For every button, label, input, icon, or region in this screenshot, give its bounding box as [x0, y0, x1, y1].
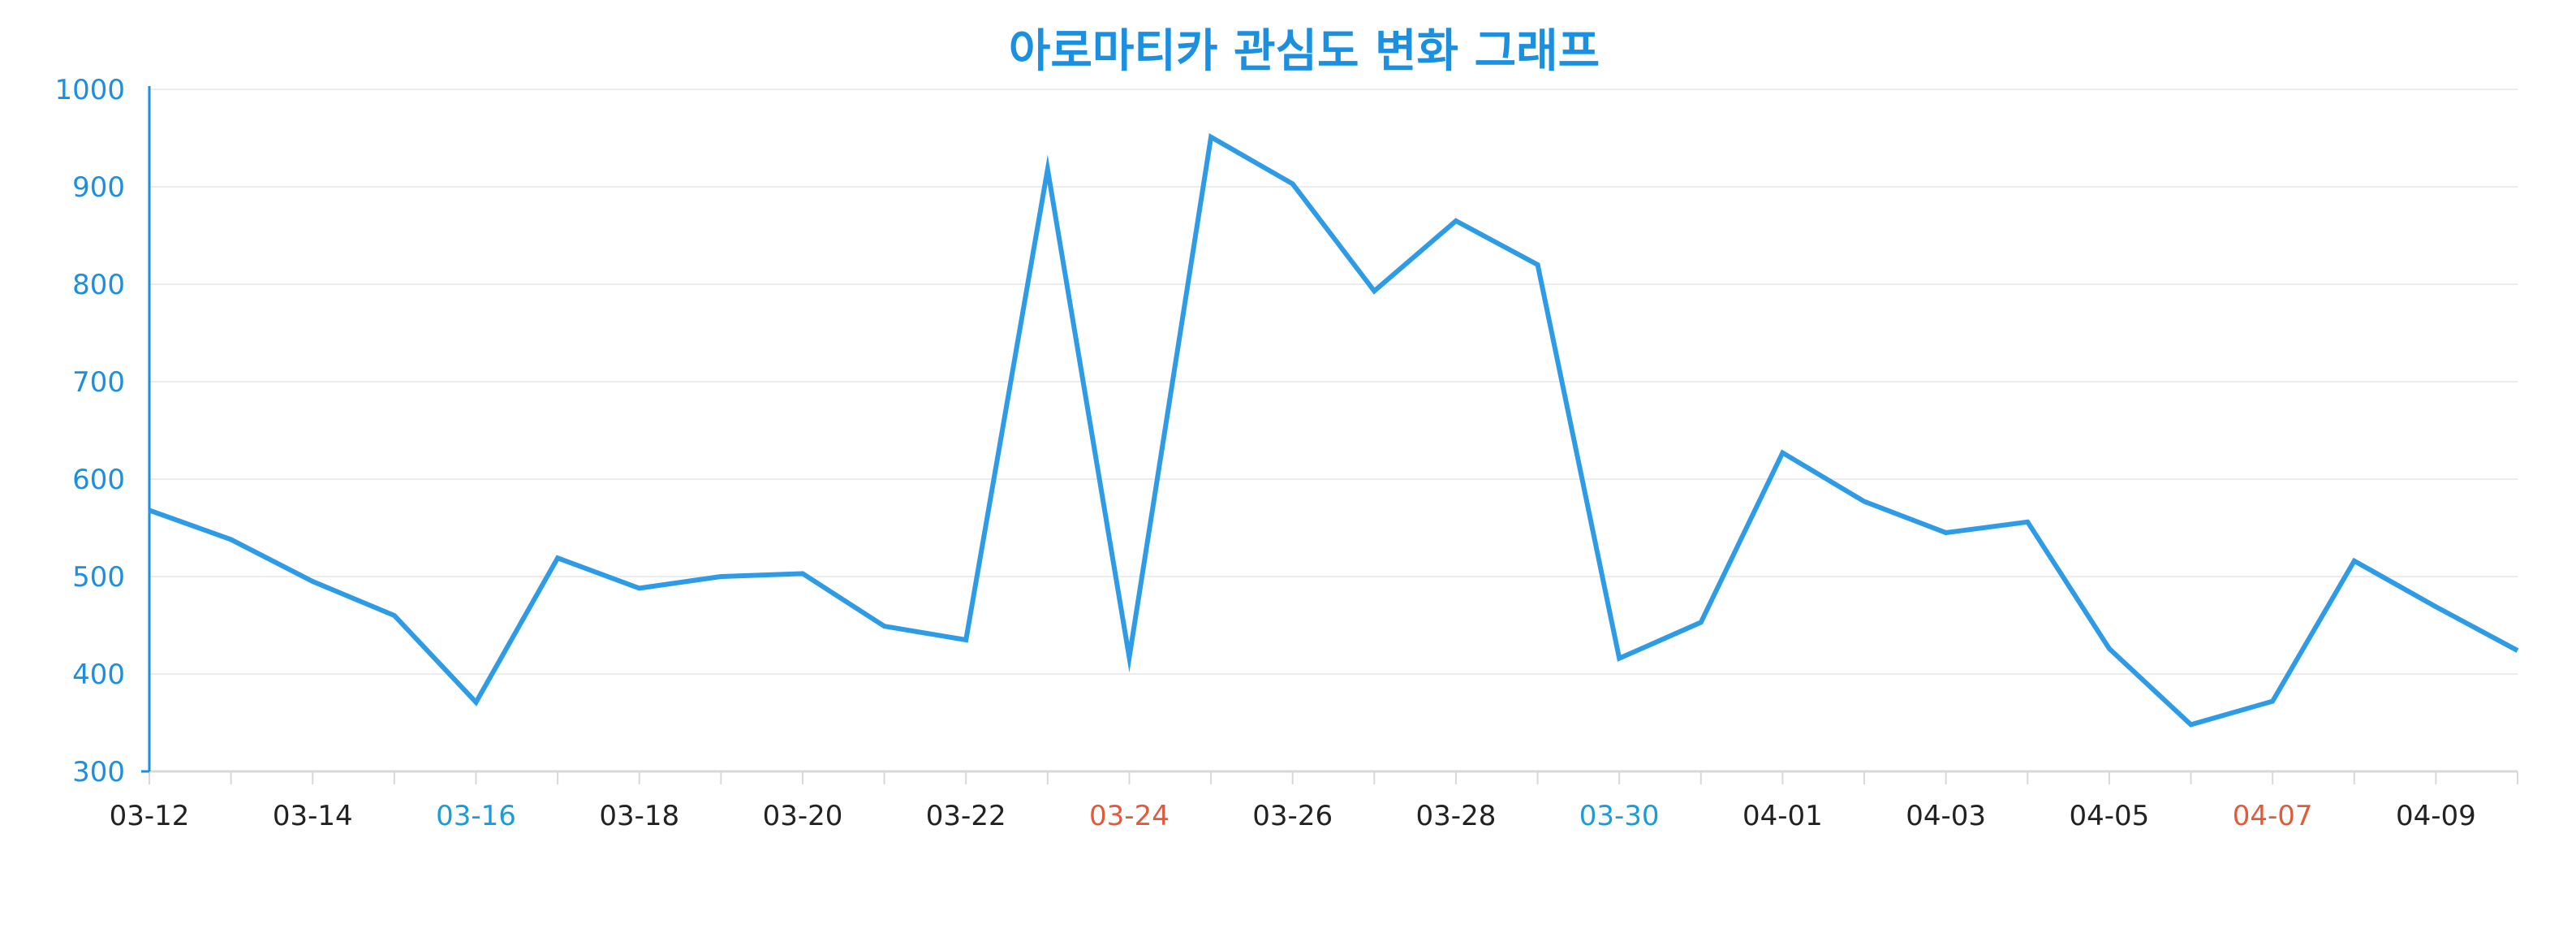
x-tick-label: 03-26: [1252, 800, 1333, 832]
y-tick-labels: 300 400 500 600 700 800 900 1000: [54, 74, 125, 788]
x-tick-label: 03-14: [273, 800, 353, 832]
grid-lines: [149, 89, 2518, 675]
x-tick-label: 03-28: [1416, 800, 1497, 832]
y-tick-label: 300: [72, 756, 125, 788]
y-tick-label: 600: [72, 464, 125, 496]
x-tick-label: 04-09: [2396, 800, 2476, 832]
chart-title: 아로마티카 관심도 변화 그래프: [1009, 25, 1600, 78]
x-tick-label: 03-30: [1579, 800, 1660, 832]
y-tick-label: 800: [72, 269, 125, 301]
series-line: [148, 133, 2519, 728]
y-tick-label: 400: [72, 659, 125, 691]
y-tick-label: 1000: [54, 74, 125, 106]
x-tick-label: 03-22: [926, 800, 1006, 832]
x-tick-label: 04-03: [1906, 800, 1986, 832]
x-tick-labels: 03-12 03-14 03-16 03-18 03-20 03-22 03-24 03-26…: [110, 800, 2476, 832]
x-tick-label: 04-01: [1742, 800, 1823, 832]
y-tick-label: 700: [72, 366, 125, 399]
axes: [141, 86, 2518, 784]
x-tick-label: 03-16: [436, 800, 516, 832]
x-tick-label: 04-07: [2233, 800, 2313, 832]
x-tick-label: 03-24: [1089, 800, 1170, 832]
x-tick-label: 03-18: [599, 800, 679, 832]
series-layer: [148, 133, 2519, 728]
x-tick-label: 03-20: [763, 800, 843, 832]
y-tick-label: 500: [72, 561, 125, 594]
x-tick-label: 04-05: [2069, 800, 2149, 832]
y-tick-label: 900: [72, 171, 125, 204]
x-tick-label: 03-12: [110, 800, 190, 832]
